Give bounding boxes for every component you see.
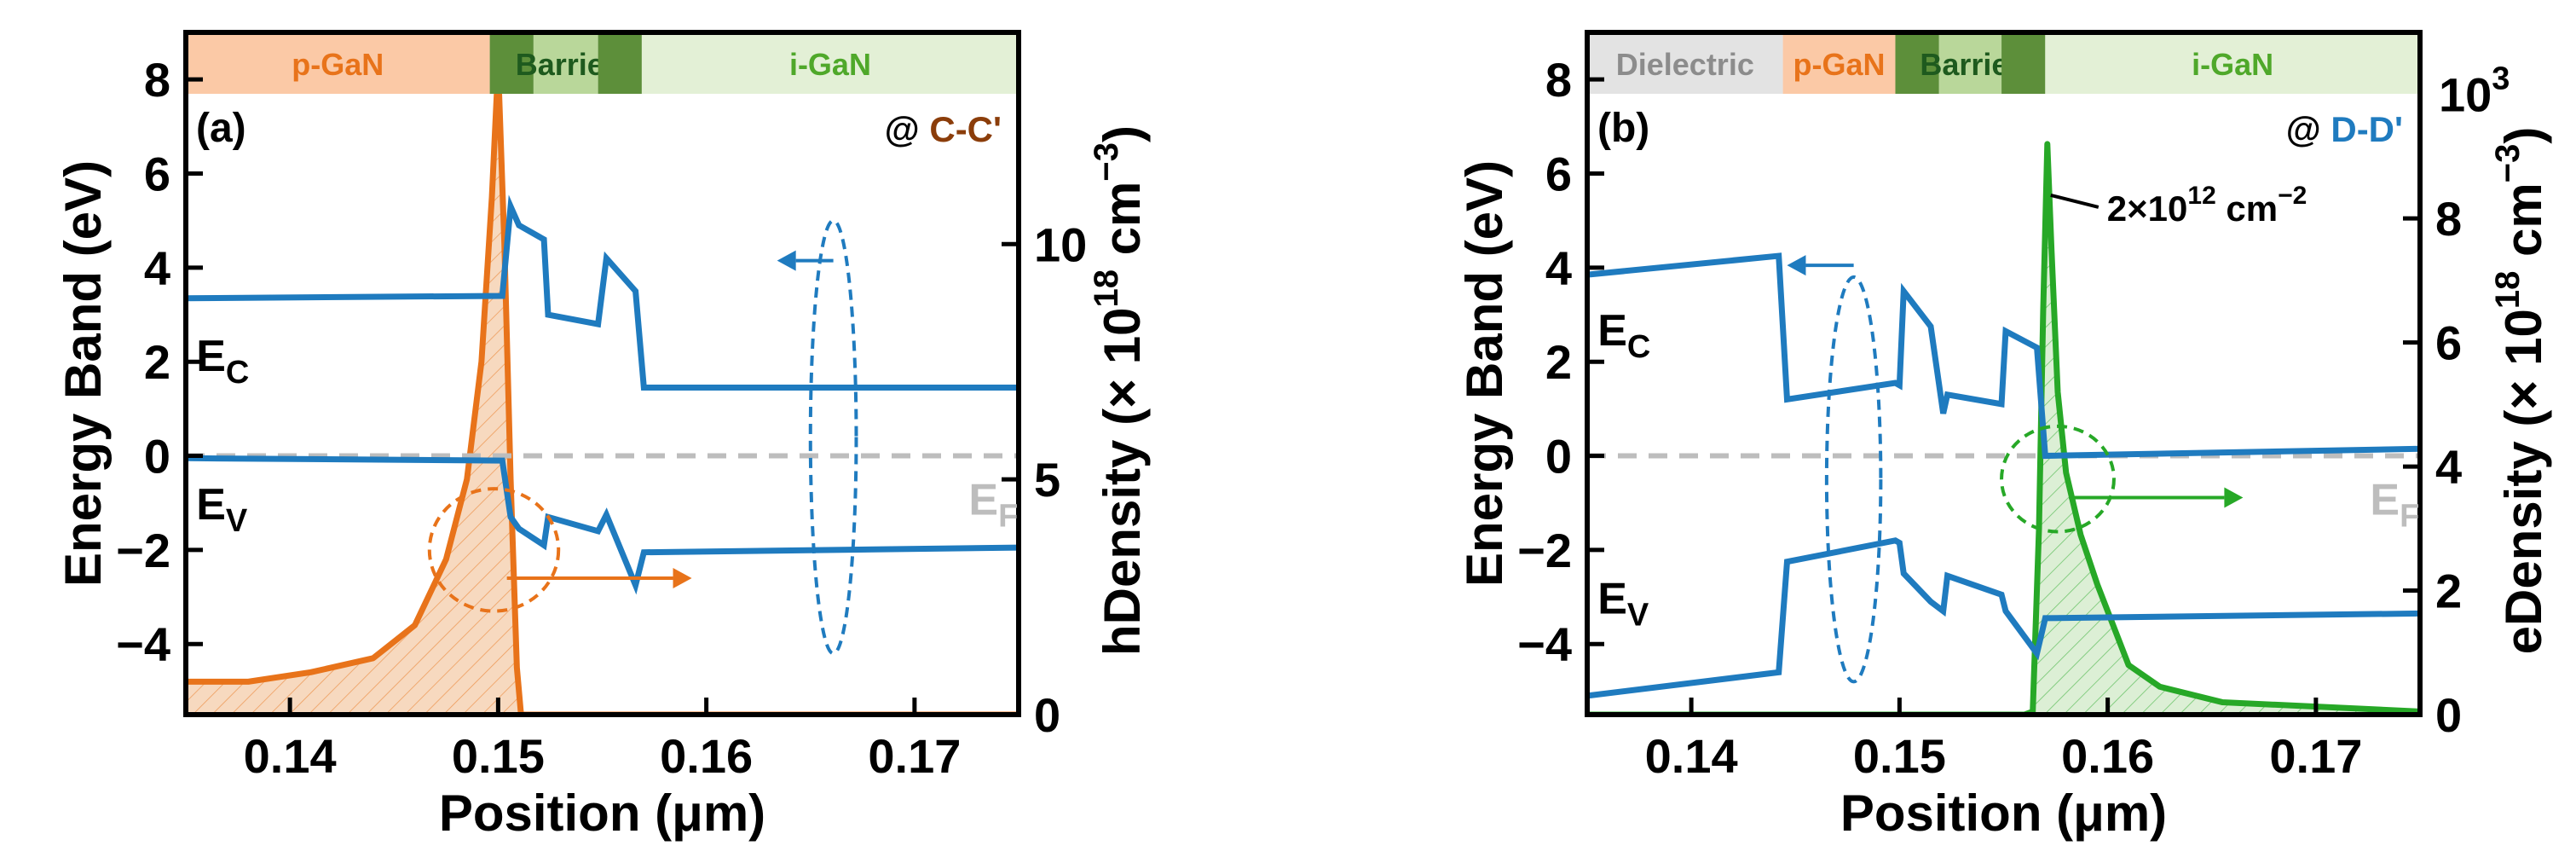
axis-indicator-arrowhead [1787,255,1806,276]
layer-block [1587,32,1783,94]
axis-indicator-arrowhead [673,568,692,588]
layer-label-p-gan: p-GaN [292,47,384,82]
layer-label-dielectric: Dielectric [1616,47,1754,82]
panel-label: (a) [196,106,246,151]
y-left-tick-label: 4 [1545,241,1572,295]
y-left-tick-label: 8 [144,53,170,107]
y-right-axis-multiplier: 103 [2439,61,2510,122]
axis-indicator-ellipse [808,218,858,656]
y-right-tick-label: 10 [1034,217,1087,271]
y-left-tick-label: 0 [144,430,170,484]
axis-indicator-arrowhead [2224,487,2244,508]
plot-frame [183,30,1021,717]
y-right-tick-label: 5 [1034,453,1060,507]
layer-block [1895,32,1939,94]
band-label-EC: EC [196,332,249,391]
axis-indicator-ellipse [427,487,561,613]
y-left-tick-label: 2 [1545,335,1572,389]
x-tick-label: 0.16 [660,729,753,783]
series-line-hole-density [186,62,1019,715]
series-line-E_V [186,455,1019,595]
cut-annotation: @ C-C' [885,109,1002,149]
y-left-tick-label: −4 [1517,617,1572,671]
y-right-axis-title: hDensity (× 1018 cm−3) [1088,125,1151,656]
plot-area [1587,141,2420,715]
band-label-EF: EF [2370,476,2419,535]
band-label-EV: EV [196,480,248,539]
x-tick-label: 0.15 [452,729,545,783]
series-line-E_C [1587,252,2420,460]
y-left-tick-label: 6 [144,148,170,201]
layer-label-i-gan: i-GaN [2192,47,2273,82]
y-right-tick-label: 4 [2435,440,2462,494]
plot-frame [1585,30,2423,717]
band-label-EV: EV [1597,574,1649,633]
layer-label-i-gan: i-GaN [789,47,871,82]
layer-block [489,32,534,94]
y-left-tick-label: 2 [144,335,170,389]
y-left-tick-label: 6 [1545,148,1572,201]
y-left-tick-label: 0 [1545,430,1572,484]
layer-block [2045,32,2420,94]
y-right-tick-label: 8 [2435,192,2462,246]
y-right-axis-title: eDensity (× 1018 cm−3) [2489,127,2552,655]
y-left-axis-title: Energy Band (eV) [1456,160,1513,587]
series-line-E_V [1587,537,2420,699]
band-label-EC: EC [1597,306,1650,365]
layer-block [598,32,642,94]
y-right-tick-label: 6 [2435,316,2462,370]
layer-block [186,32,490,94]
layer-block [2001,32,2046,94]
y-right-tick-label: 0 [1034,688,1060,742]
x-axis-title: Position (μm) [439,785,765,842]
sheet-density-callout: 2×1012 cm−2 [2107,182,2307,229]
y-right-tick-label: 0 [2435,688,2462,742]
x-tick-label: 0.15 [1853,729,1946,783]
x-tick-label: 0.17 [868,729,961,783]
band-label-EF: EF [968,476,1018,535]
x-tick-label: 0.14 [244,729,337,783]
x-tick-label: 0.17 [2269,729,2362,783]
layer-block [1938,32,2002,94]
series-area-electron-density [1587,143,2420,715]
axis-indicator-ellipse [2000,424,2116,534]
y-left-tick-label: 8 [1545,53,1572,107]
plot-area [186,62,1019,715]
series-line-electron-density [1587,141,2420,715]
x-axis-title: Position (μm) [1840,785,2167,842]
layer-block [1782,32,1896,94]
y-left-tick-label: −4 [116,617,170,671]
callout-leader [2050,193,2099,209]
axis-indicator-ellipse [1824,275,1883,684]
y-left-axis-title: Energy Band (eV) [55,160,112,587]
y-right-tick-label: 2 [2435,565,2462,618]
series-line-E_C [186,194,1019,391]
layer-block [533,32,598,94]
x-tick-label: 0.16 [2061,729,2154,783]
cut-annotation: @ D-D' [2286,109,2403,149]
y-left-tick-label: 4 [144,241,170,295]
x-tick-label: 0.14 [1645,729,1738,783]
layer-block [641,32,1019,94]
panel-label: (b) [1597,106,1649,151]
y-left-tick-label: −2 [1517,524,1572,577]
layer-label-p-gan: p-GaN [1793,47,1886,82]
axis-indicator-arrowhead [777,250,796,271]
y-left-tick-label: −2 [116,524,170,577]
